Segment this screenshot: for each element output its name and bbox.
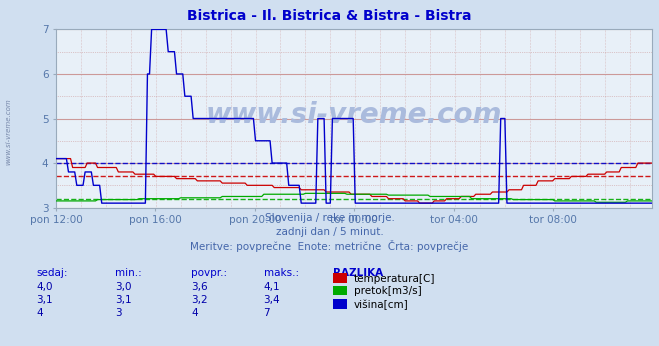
Text: 4,1: 4,1 bbox=[264, 282, 280, 292]
Text: 4: 4 bbox=[36, 308, 43, 318]
Text: www.si-vreme.com: www.si-vreme.com bbox=[5, 98, 11, 165]
Text: maks.:: maks.: bbox=[264, 268, 299, 278]
Text: zadnji dan / 5 minut.: zadnji dan / 5 minut. bbox=[275, 227, 384, 237]
Text: 3,1: 3,1 bbox=[36, 295, 53, 305]
Text: 7: 7 bbox=[264, 308, 270, 318]
Text: 3,6: 3,6 bbox=[191, 282, 208, 292]
Text: 3,1: 3,1 bbox=[115, 295, 132, 305]
Text: min.:: min.: bbox=[115, 268, 142, 278]
Text: RAZLIKA: RAZLIKA bbox=[333, 268, 383, 278]
Text: pretok[m3/s]: pretok[m3/s] bbox=[354, 286, 422, 296]
Text: povpr.:: povpr.: bbox=[191, 268, 227, 278]
Text: temperatura[C]: temperatura[C] bbox=[354, 274, 436, 283]
Text: sedaj:: sedaj: bbox=[36, 268, 68, 278]
Text: 3,4: 3,4 bbox=[264, 295, 280, 305]
Text: višina[cm]: višina[cm] bbox=[354, 299, 409, 310]
Text: www.si-vreme.com: www.si-vreme.com bbox=[206, 101, 502, 129]
Text: 3: 3 bbox=[115, 308, 122, 318]
Text: 4: 4 bbox=[191, 308, 198, 318]
Text: 3,2: 3,2 bbox=[191, 295, 208, 305]
Text: Meritve: povprečne  Enote: metrične  Črta: povprečje: Meritve: povprečne Enote: metrične Črta:… bbox=[190, 240, 469, 253]
Text: 4,0: 4,0 bbox=[36, 282, 53, 292]
Text: Bistrica - Il. Bistrica & Bistra - Bistra: Bistrica - Il. Bistrica & Bistra - Bistr… bbox=[187, 9, 472, 22]
Text: Slovenija / reke in morje.: Slovenija / reke in morje. bbox=[264, 213, 395, 223]
Text: 3,0: 3,0 bbox=[115, 282, 132, 292]
